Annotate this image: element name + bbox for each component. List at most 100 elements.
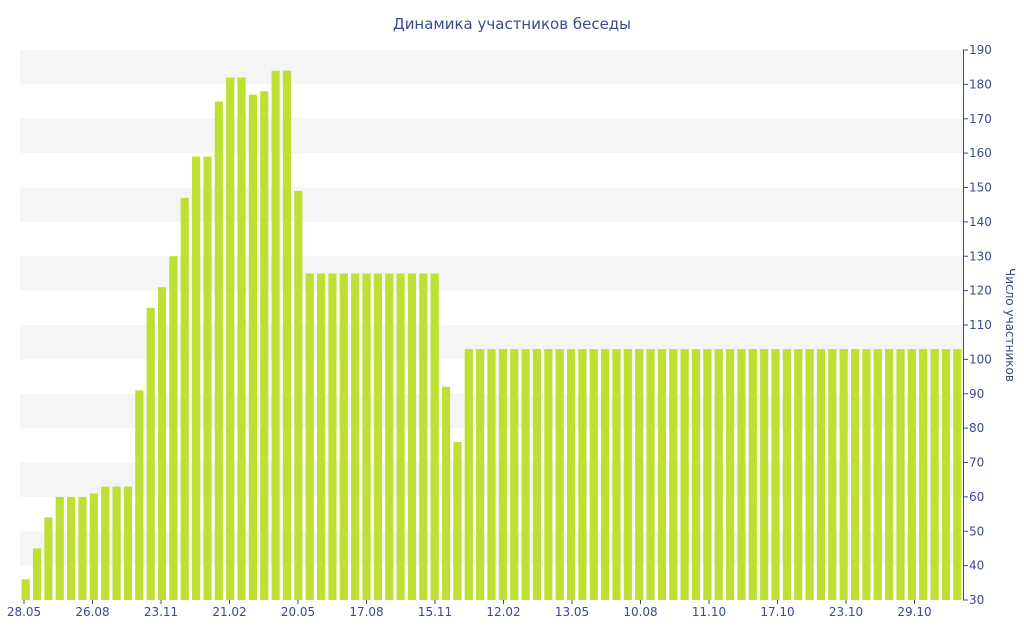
bar [601,349,610,600]
bar [21,579,30,601]
bar [112,486,121,600]
bar [441,386,451,601]
bar [850,349,860,600]
y-tick-label: 100 [969,352,992,366]
y-tick-label: 190 [969,43,992,57]
x-tick-label: 11.10 [692,605,726,619]
bar [623,349,632,600]
x-tick-label: 10.08 [623,605,657,619]
bar [282,70,292,601]
grid-band [20,256,963,291]
bar-series [21,70,962,601]
bar [919,349,928,600]
bar [294,190,303,600]
y-tick-label: 30 [969,593,984,607]
bar [532,349,542,600]
grid-band [20,187,963,222]
bar [248,94,257,600]
bar [203,156,212,600]
bar [78,496,87,601]
bar [669,349,678,600]
bar [714,349,723,600]
bar [226,77,235,600]
y-tick-label: 130 [969,249,992,263]
bar [657,349,667,600]
bar [476,349,485,600]
y-tick-label: 40 [969,559,984,573]
x-tick-label: 20.05 [281,605,315,619]
bar [873,349,882,600]
bar [839,349,848,600]
bar [782,349,791,600]
bar [169,256,178,600]
y-tick-label: 150 [969,181,992,195]
bar [612,349,621,600]
bar [351,273,360,600]
y-tick-label: 50 [969,524,984,538]
bar [635,349,644,600]
bar [385,273,394,600]
bar [930,349,939,600]
y-tick-label: 60 [969,490,984,504]
bar [123,486,133,600]
bar [907,349,916,600]
bar [521,349,530,600]
x-tick-label: 29.10 [897,605,931,619]
y-tick-label: 110 [969,318,992,332]
bar [487,349,496,600]
bar [271,70,280,601]
x-tick-label: 28.05 [7,605,41,619]
bar [89,493,98,600]
y-axis-label: Число участников [1003,268,1017,382]
bar [646,349,655,600]
bar [760,349,769,600]
bar [680,349,689,600]
grid-band [20,50,963,85]
bar [510,349,519,600]
bar [316,273,326,600]
bar [373,273,382,600]
y-tick-label: 120 [969,284,992,298]
bar [305,273,314,600]
y-tick-label: 70 [969,456,984,470]
bar [67,496,76,601]
bar [498,349,507,600]
y-tick-label: 140 [969,215,992,229]
y-tick-label: 160 [969,146,992,160]
bar [237,77,246,600]
bar [464,349,473,600]
x-tick-label: 17.08 [349,605,383,619]
bar [896,349,905,600]
bar [816,349,826,600]
bar [157,287,167,600]
bar [260,91,269,600]
bar [362,273,371,600]
y-tick-label: 80 [969,421,984,435]
bar [135,390,144,600]
x-axis-ticks: 28.05 26.08 23.11 21.02 20.05 17.08 15.11 12.02… [7,600,932,619]
bar [805,349,814,600]
x-tick-label: 12.02 [486,605,520,619]
bar [555,349,564,600]
bar [430,273,439,600]
bar [941,349,951,600]
bar [544,349,553,600]
bar [180,197,189,600]
bar [691,349,701,600]
bar [419,273,428,600]
x-tick-label: 26.08 [75,605,109,619]
bar [339,273,348,600]
x-tick-label: 17.10 [760,605,794,619]
x-tick-label: 13.05 [555,605,589,619]
x-tick-label: 23.10 [829,605,863,619]
bar [578,349,587,600]
bar [794,349,803,600]
x-tick-label: 21.02 [212,605,246,619]
bar [885,349,894,600]
y-axis-ticks: 30 40 50 60 70 80 90 100 110 120 130 140 150 160 170 18… [963,43,992,607]
bar [953,349,962,600]
x-tick-label: 23.11 [144,605,178,619]
bar [828,349,837,600]
